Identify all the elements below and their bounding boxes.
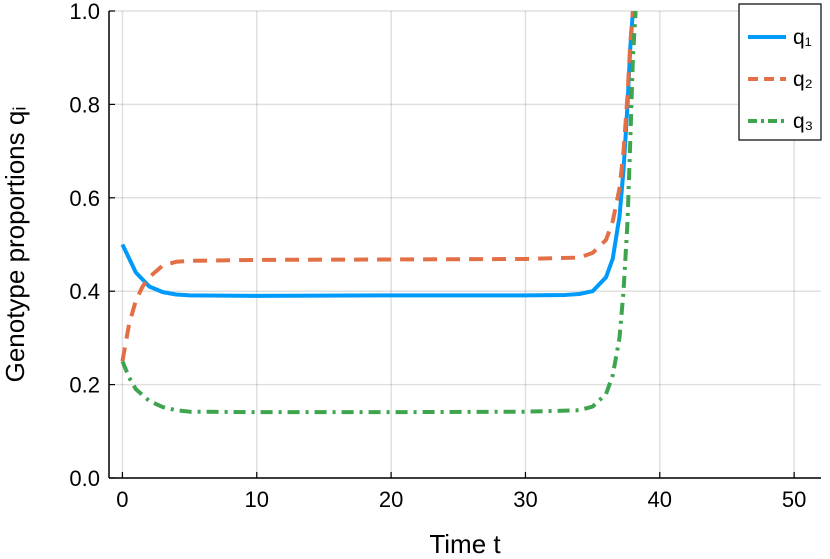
legend-label-2: q₂ — [793, 68, 813, 91]
legend-label-3: q₃ — [793, 110, 813, 133]
legend-label-1: q₁ — [793, 26, 812, 49]
y-axis-label: Genotype proportions qᵢ — [0, 107, 30, 383]
legend: q₁ q₂ q₃ — [738, 3, 822, 141]
series-line-3 — [120, 11, 638, 415]
series-layer — [120, 11, 638, 415]
y-tick-label: 0.8 — [69, 92, 100, 117]
series-line-1 — [120, 11, 635, 298]
x-tick-label: 40 — [648, 487, 672, 512]
x-tick-label: 20 — [379, 487, 403, 512]
axes — [108, 10, 821, 479]
legend-box — [738, 3, 822, 141]
x-axis-label: Time t — [429, 529, 501, 559]
series-line-2 — [120, 11, 635, 362]
tick-labels: 0 10 20 30 40 50 0.0 0.2 0.4 0.6 0.8 1.0 — [69, 0, 806, 512]
y-tick-label: 0.2 — [69, 373, 100, 398]
y-tick-label: 0.6 — [69, 186, 100, 211]
x-tick-label: 50 — [782, 487, 806, 512]
x-tick-label: 30 — [513, 487, 537, 512]
y-tick-label: 0.0 — [69, 466, 100, 491]
x-tick-label: 0 — [116, 487, 128, 512]
y-tick-label: 0.4 — [69, 279, 100, 304]
y-tick-label: 1.0 — [69, 0, 100, 24]
x-tick-label: 10 — [245, 487, 269, 512]
grid — [109, 10, 821, 479]
